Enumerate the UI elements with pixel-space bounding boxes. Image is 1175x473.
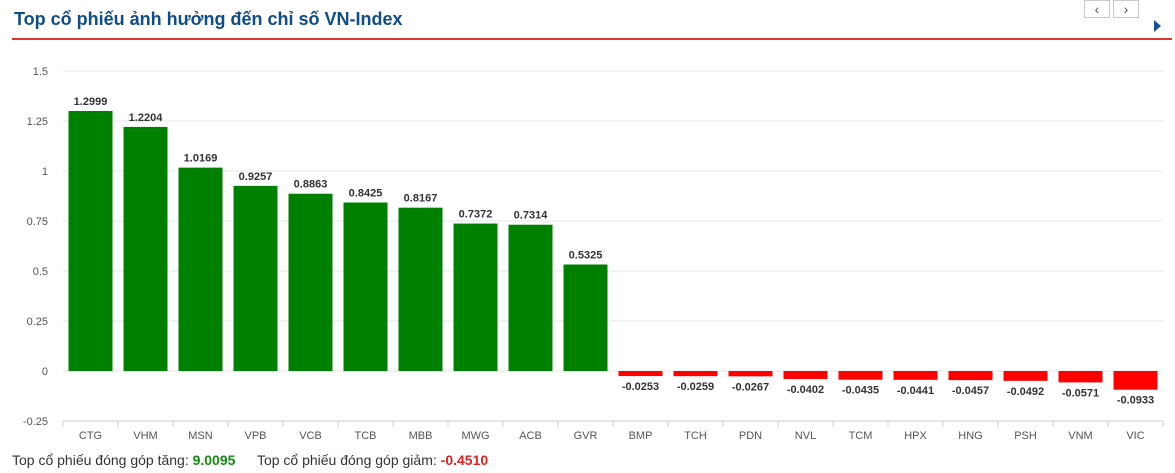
x-tick-label: ACB xyxy=(519,430,542,442)
pager: ‹ › xyxy=(1084,0,1142,18)
data-label: -0.0492 xyxy=(1007,386,1044,398)
x-tick-label: VIC xyxy=(1126,430,1144,442)
y-tick-label: 0.5 xyxy=(33,266,48,278)
x-tick-label: VCB xyxy=(299,430,322,442)
data-label: 1.2999 xyxy=(74,96,108,108)
bar-bmp xyxy=(618,371,663,377)
bar-ctg xyxy=(68,111,113,372)
grid-lines xyxy=(63,70,1163,422)
data-label: 0.9257 xyxy=(239,171,273,183)
gain-label: Top cổ phiếu đóng góp tăng: xyxy=(12,452,189,468)
y-tick-label: -0.25 xyxy=(23,416,48,428)
loss-value: -0.4510 xyxy=(440,452,489,468)
y-tick-label: 1.25 xyxy=(27,116,48,128)
bar-pdn xyxy=(728,371,773,377)
bar-vic xyxy=(1113,371,1158,390)
gain-value: 9.0095 xyxy=(192,452,236,468)
data-label: -0.0435 xyxy=(842,385,879,397)
data-label: -0.0933 xyxy=(1117,395,1154,407)
chart-header: Top cổ phiếu ảnh hưởng đến chỉ số VN-Ind… xyxy=(0,0,1175,40)
data-label: -0.0253 xyxy=(622,381,659,393)
data-label: 0.8863 xyxy=(294,179,328,191)
bar-vhm xyxy=(123,126,168,371)
data-label: -0.0259 xyxy=(677,381,714,393)
y-tick-label: 0.25 xyxy=(27,316,48,328)
x-tick-label: TCH xyxy=(684,430,707,442)
data-label: 0.8425 xyxy=(349,188,383,200)
data-label: 0.8167 xyxy=(404,193,438,205)
caret-right-icon[interactable] xyxy=(1154,20,1161,32)
bar-psh xyxy=(1003,371,1048,381)
x-tick-label: PDN xyxy=(739,430,762,442)
bar-nvl xyxy=(783,371,828,380)
data-label: -0.0402 xyxy=(787,384,824,396)
bar-tcm xyxy=(838,371,883,380)
data-label: 1.0169 xyxy=(184,153,218,165)
title-underline xyxy=(12,38,1172,40)
bar-hpx xyxy=(893,371,938,380)
bar-gvr xyxy=(563,264,608,371)
data-label: -0.0267 xyxy=(732,381,769,393)
prev-button[interactable]: ‹ xyxy=(1084,0,1110,18)
x-axis: CTG VHM MSN VPB VCB TCB MBB MWG ACB GVR BMP TCH PDN N… xyxy=(62,421,1164,442)
x-tick-label: NVL xyxy=(795,430,816,442)
data-label: 1.2204 xyxy=(129,112,164,124)
x-tick-label: VHM xyxy=(133,430,157,442)
x-tick-label: VNM xyxy=(1068,430,1092,442)
summary-footer: Top cổ phiếu đóng góp tăng: 9.0095 Top c… xyxy=(12,452,488,468)
bar-vpb xyxy=(233,185,278,371)
y-axis: -0.25 0 0.25 0.5 0.75 1 1.25 1.5 xyxy=(23,66,48,428)
y-tick-label: 0 xyxy=(42,366,48,378)
x-tick-label: GVR xyxy=(574,430,598,442)
x-tick-label: TCB xyxy=(355,430,377,442)
bar-tch xyxy=(673,371,718,377)
data-label: -0.0571 xyxy=(1062,387,1099,399)
x-tick-label: CTG xyxy=(79,430,102,442)
bar-tcb xyxy=(343,202,388,371)
data-label: 0.7314 xyxy=(514,210,549,222)
bar-vcb xyxy=(288,193,333,371)
x-tick-label: TCM xyxy=(849,430,873,442)
page-title: Top cổ phiếu ảnh hưởng đến chỉ số VN-Ind… xyxy=(14,9,403,29)
x-tick-label: MBB xyxy=(409,430,433,442)
data-label: 0.7372 xyxy=(459,209,493,221)
data-label: -0.0441 xyxy=(897,385,934,397)
bar-msn xyxy=(178,167,223,371)
y-tick-label: 0.75 xyxy=(27,216,48,228)
bars xyxy=(68,111,1158,390)
data-label: 0.5325 xyxy=(569,250,603,262)
y-tick-label: 1 xyxy=(42,166,48,178)
bar-vnm xyxy=(1058,371,1103,383)
y-tick-label: 1.5 xyxy=(33,66,48,78)
next-button[interactable]: › xyxy=(1113,0,1139,18)
data-label: -0.0457 xyxy=(952,385,989,397)
bar-acb xyxy=(508,224,553,371)
x-tick-label: MSN xyxy=(188,430,213,442)
loss-label: Top cổ phiếu đóng góp giảm: xyxy=(256,452,437,468)
x-tick-label: PSH xyxy=(1014,430,1037,442)
bar-mwg xyxy=(453,223,498,371)
bar-mbb xyxy=(398,207,443,371)
x-tick-label: HNG xyxy=(958,430,982,442)
x-tick-label: BMP xyxy=(629,430,653,442)
x-tick-label: MWG xyxy=(461,430,489,442)
bar-hng xyxy=(948,371,993,381)
data-labels: 1.2999 1.2204 1.0169 0.9257 0.8863 0.8425 0.81… xyxy=(74,96,1154,407)
x-tick-label: HPX xyxy=(904,430,927,442)
x-tick-label: VPB xyxy=(244,430,266,442)
